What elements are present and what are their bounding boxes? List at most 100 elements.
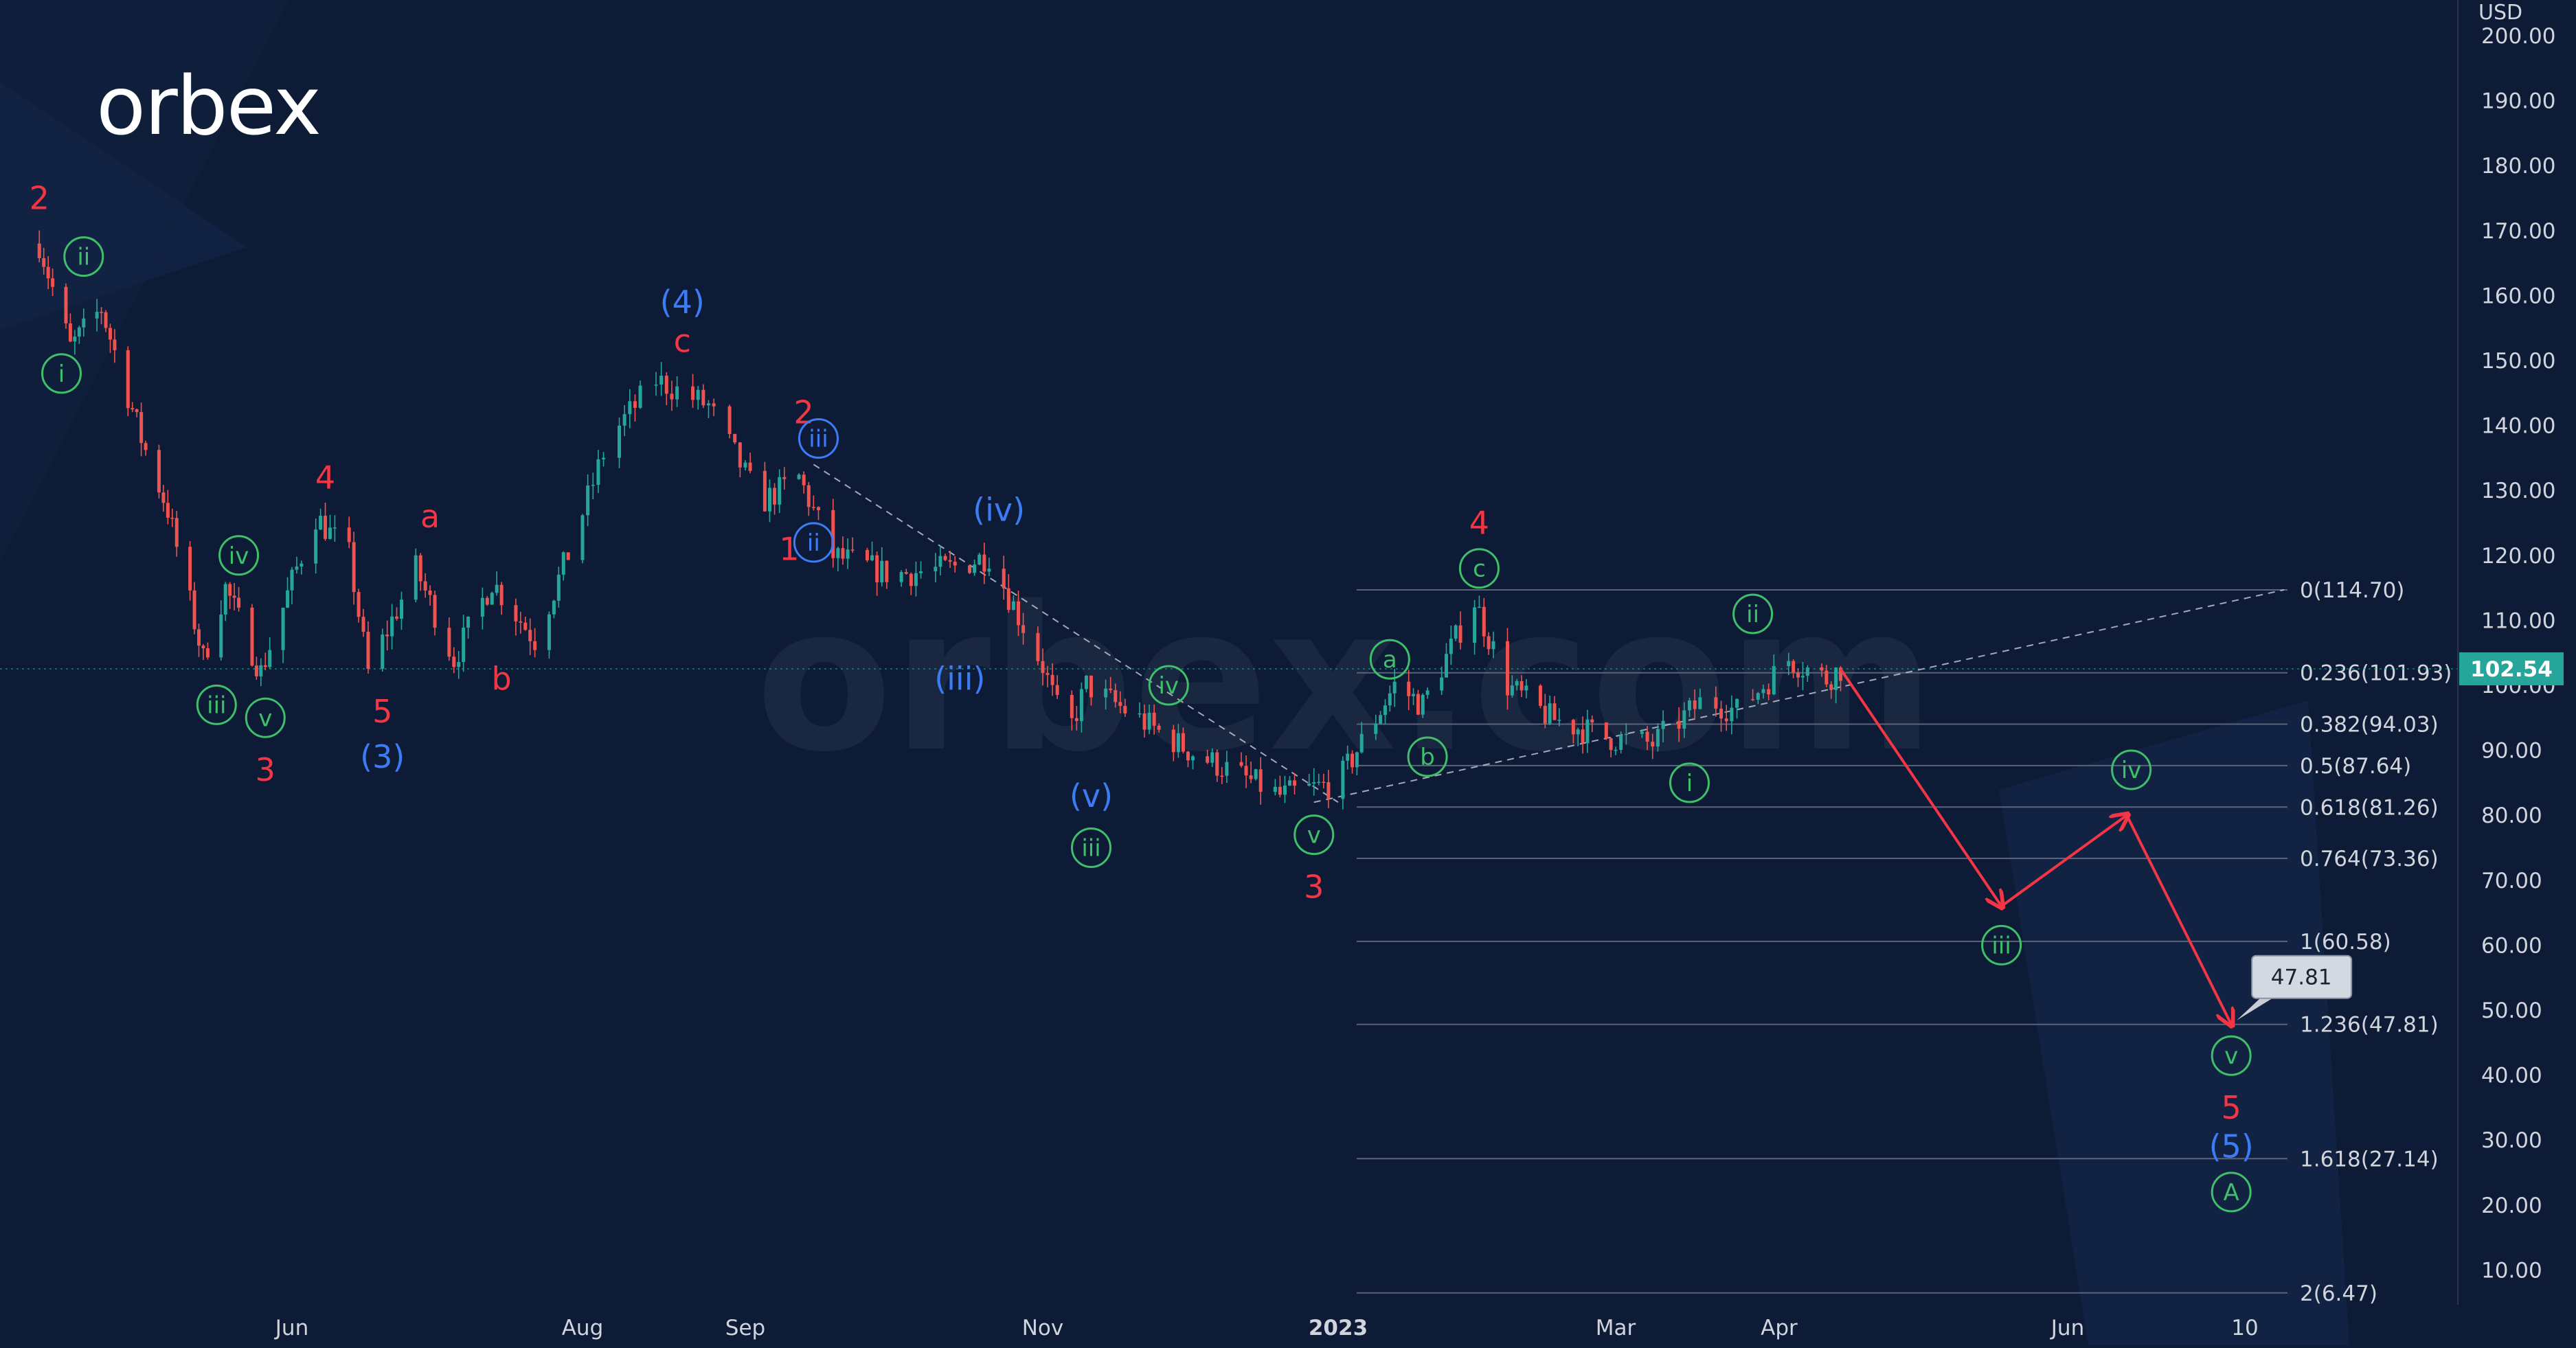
- candle: [1477, 595, 1481, 608]
- wave-label: i: [41, 353, 82, 394]
- candle: [1278, 775, 1282, 798]
- svg-text:v: v: [258, 705, 272, 732]
- candle: [802, 471, 806, 494]
- wave-label: v: [1293, 814, 1335, 856]
- y-tick-label: 20.00: [2481, 1193, 2542, 1218]
- candle: [1724, 705, 1728, 731]
- candle: [712, 398, 716, 416]
- candle: [1283, 775, 1287, 803]
- candle: [556, 567, 561, 608]
- candle: [1176, 724, 1180, 758]
- svg-text:b: b: [492, 661, 512, 698]
- candle: [1519, 675, 1524, 698]
- candle: [880, 547, 884, 586]
- svg-text:b: b: [1420, 744, 1435, 771]
- candle: [1581, 716, 1585, 754]
- candle: [1510, 675, 1514, 698]
- candle: [131, 402, 135, 413]
- candle: [948, 551, 952, 569]
- candle: [1210, 748, 1214, 767]
- wave-label: (v): [1070, 777, 1113, 814]
- candle: [1792, 659, 1796, 678]
- candle: [762, 461, 767, 512]
- candle: [1458, 611, 1462, 650]
- candle: [591, 472, 595, 499]
- candle: [533, 628, 537, 658]
- forecast-path: 47.81: [1839, 668, 2353, 1024]
- candle: [1515, 678, 1519, 691]
- candle: [385, 620, 389, 651]
- candle: [523, 617, 528, 631]
- candle: [1552, 696, 1557, 720]
- candle: [773, 483, 777, 515]
- svg-text:4: 4: [315, 459, 335, 496]
- candle: [174, 510, 179, 557]
- wave-label: ii: [793, 522, 834, 563]
- dashed-channel-line: [813, 464, 1339, 803]
- svg-text:v: v: [2224, 1042, 2238, 1070]
- fib-level-label: 2(6.47): [2300, 1281, 2377, 1306]
- candle: [670, 380, 674, 411]
- candle: [1412, 688, 1416, 705]
- wave-label: iv: [2111, 749, 2152, 790]
- candle: [586, 474, 590, 527]
- x-axis[interactable]: Jun Aug Sep Nov 2023 Mar Apr Jun 10: [274, 1316, 2259, 1340]
- decor-panel: [0, 82, 247, 330]
- candle: [1487, 632, 1491, 655]
- wave-label: iv: [1148, 665, 1189, 706]
- candle: [943, 553, 947, 561]
- candle: [466, 616, 471, 639]
- svg-text:a: a: [1383, 646, 1397, 674]
- svg-text:3: 3: [256, 751, 275, 788]
- candle: [1152, 704, 1156, 735]
- candle: [452, 647, 456, 674]
- wave-label: (iii): [934, 661, 985, 698]
- candle: [361, 608, 365, 637]
- candle: [841, 536, 845, 565]
- candle: [100, 307, 104, 325]
- candle: [1407, 670, 1411, 711]
- candle: [1767, 683, 1771, 700]
- svg-text:ii: ii: [1746, 601, 1759, 628]
- candle: [1604, 722, 1608, 740]
- candle: [295, 556, 299, 574]
- svg-text:3: 3: [1304, 868, 1324, 905]
- candle: [352, 532, 356, 605]
- candle: [831, 499, 835, 568]
- currency-label: USD: [2478, 1, 2522, 25]
- candle: [414, 548, 418, 603]
- candle: [1118, 691, 1122, 713]
- y-tick-label: 170.00: [2481, 219, 2555, 244]
- candle: [1147, 705, 1151, 735]
- candle: [1796, 668, 1800, 687]
- candle: [778, 469, 782, 514]
- candle: [899, 570, 903, 587]
- candle: [1326, 770, 1331, 808]
- candle: [319, 508, 323, 530]
- svg-text:(v): (v): [1070, 777, 1113, 814]
- candle: [1109, 676, 1113, 694]
- candle: [1288, 776, 1292, 786]
- candle: [675, 376, 679, 407]
- last-price-label: 102.54: [2470, 657, 2553, 682]
- candle: [300, 560, 304, 575]
- candle: [919, 561, 923, 579]
- candle: [628, 389, 632, 429]
- wave-label: a: [1369, 639, 1410, 680]
- candle: [139, 402, 144, 457]
- candle: [909, 572, 913, 595]
- candle: [223, 582, 227, 621]
- orbex-logo: orbex: [96, 58, 321, 153]
- wave-label: ii: [1732, 593, 1774, 635]
- candle: [82, 308, 86, 337]
- candle: [580, 514, 585, 564]
- candle: [1171, 724, 1175, 762]
- candle: [691, 374, 695, 409]
- candle: [228, 582, 232, 609]
- candle: [462, 615, 466, 672]
- candlesticks: [37, 230, 1843, 810]
- wave-label: iv: [218, 535, 260, 576]
- candle: [1070, 690, 1074, 731]
- candle: [1614, 746, 1618, 755]
